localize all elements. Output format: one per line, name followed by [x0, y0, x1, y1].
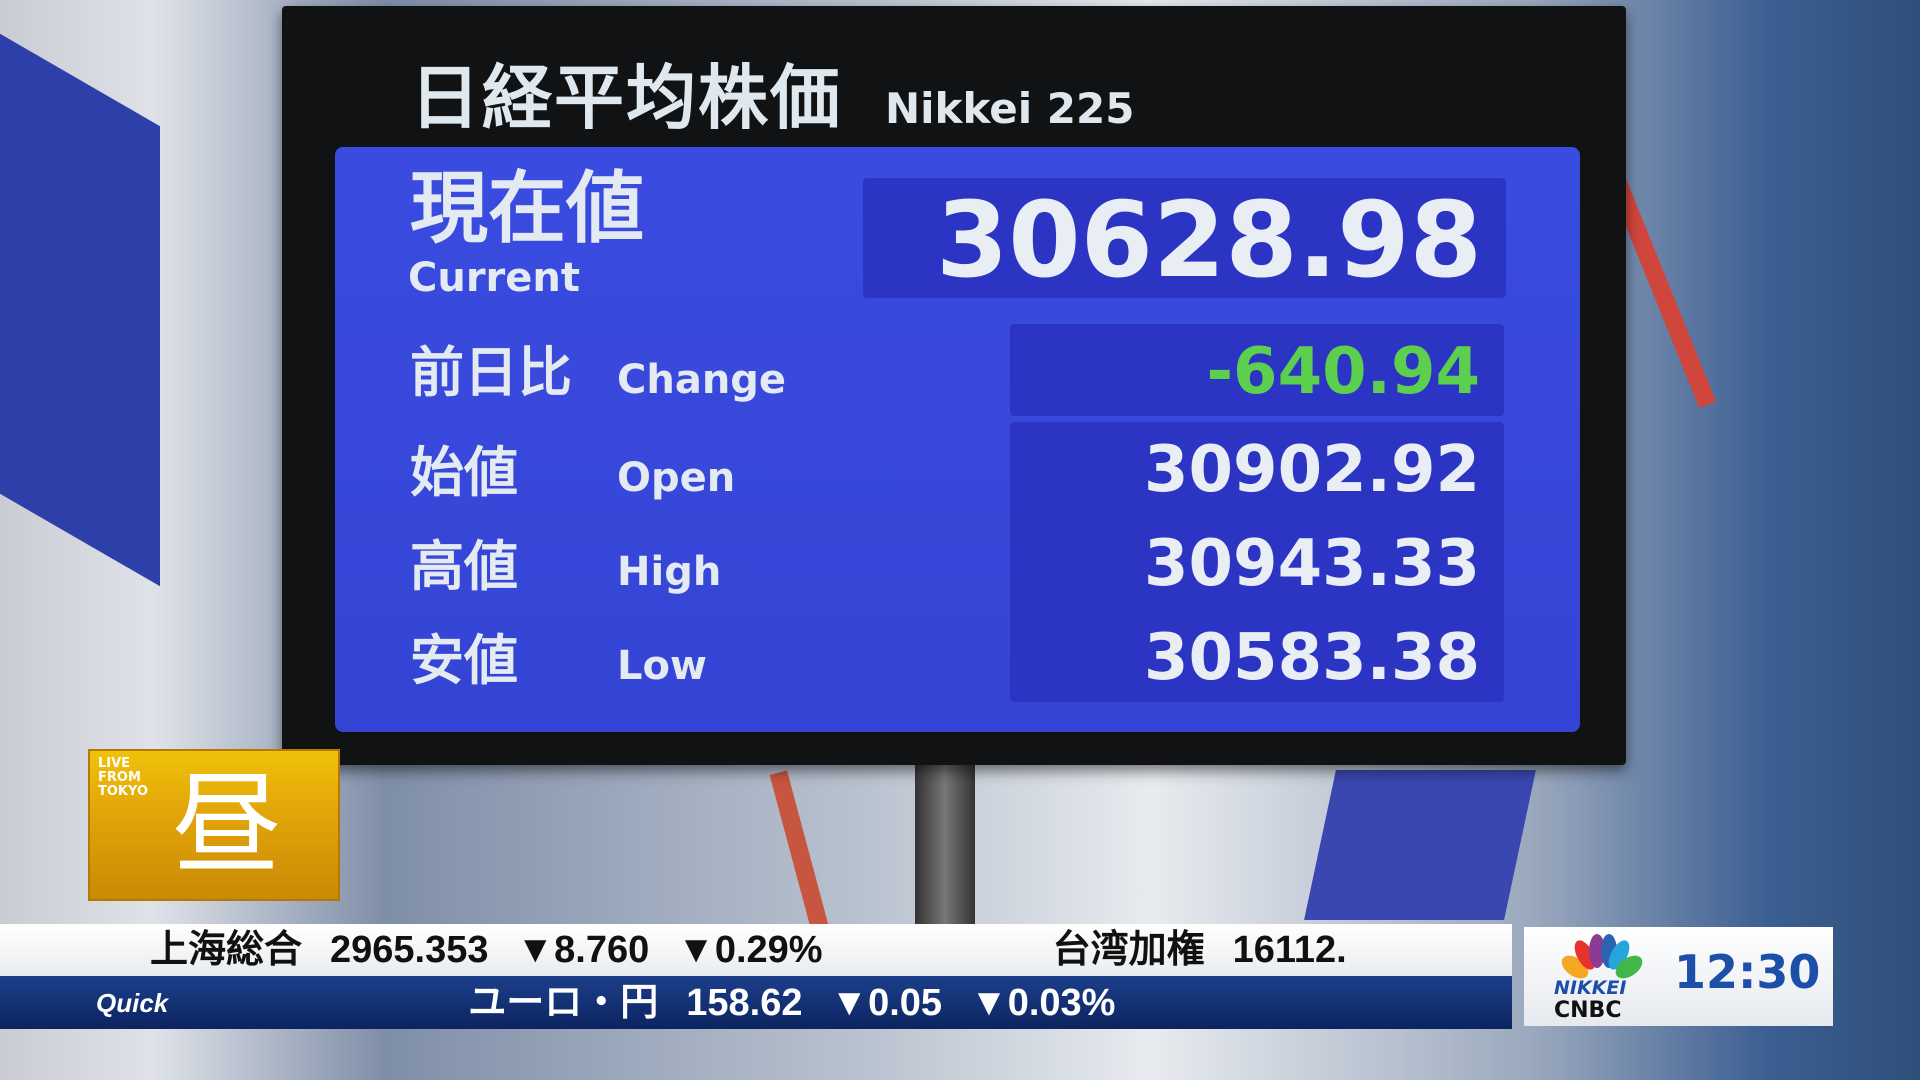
ticker-item-value-2: 16112.: [1232, 929, 1347, 971]
open-label-en: Open: [617, 455, 736, 501]
ohl-value-box: [1010, 422, 1504, 702]
ticker-bottom: Quick ユーロ・円 158.62 ▼0.05 ▼0.03%: [0, 976, 1512, 1029]
brand-nikkei: NIKKEI: [1554, 977, 1627, 999]
current-value: 30628.98: [935, 179, 1482, 301]
monitor-stand: [915, 765, 975, 925]
current-label-jp: 現在値: [410, 164, 645, 254]
open-value: 30902.92: [1143, 433, 1480, 507]
low-label-jp: 安値: [410, 629, 518, 692]
background-blue-block: [1304, 770, 1536, 920]
fx-change: ▼0.05: [830, 981, 943, 1024]
fx-pct: ▼0.03%: [970, 981, 1116, 1024]
change-label-en: Change: [617, 357, 787, 403]
ticker-item-change: ▼8.760: [516, 929, 650, 971]
low-label-en: Low: [617, 643, 707, 689]
open-label-jp: 始値: [410, 441, 518, 504]
brand-cnbc: CNBC: [1554, 998, 1622, 1023]
low-value: 30583.38: [1143, 621, 1480, 695]
current-label-en: Current: [408, 255, 581, 301]
background-blue-stripe: [0, 33, 160, 587]
high-value: 30943.33: [1143, 527, 1480, 601]
peacock-logo-icon: [1561, 934, 1643, 979]
program-logo-kanji: 昼: [172, 761, 282, 889]
change-label-jp: 前日比: [410, 341, 572, 404]
fx-value: 158.62: [686, 981, 803, 1024]
ticker-item-name-2: 台湾加権: [1052, 929, 1205, 971]
change-value: -640.94: [1206, 335, 1480, 409]
ticker-top: 上海総合 2965.353 ▼8.760 ▼0.29% 台湾加権 16112.: [0, 924, 1512, 976]
current-value-box: [863, 178, 1506, 298]
change-value-box: [1010, 324, 1504, 416]
fx-name: ユーロ・円: [468, 981, 659, 1024]
board-title-jp: 日経平均株価: [410, 57, 842, 139]
quick-source-label: Quick: [96, 987, 169, 1018]
clock: 12:30: [1674, 945, 1821, 999]
board-title-en: Nikkei 225: [885, 84, 1135, 133]
background-red-stripe-lower: [769, 770, 829, 930]
ticker-item-pct: ▼0.29%: [677, 929, 823, 971]
program-logo-small-text: LIVE FROM TOKYO: [98, 756, 148, 799]
program-logo: LIVE FROM TOKYO 昼: [88, 749, 340, 901]
ticker-item-value: 2965.353: [330, 929, 489, 971]
nikkei-cnbc-brand-box: NIKKEI CNBC 12:30: [1524, 927, 1833, 1026]
high-label-jp: 高値: [410, 535, 518, 598]
ticker-item-name: 上海総合: [150, 929, 303, 971]
high-label-en: High: [617, 549, 722, 595]
